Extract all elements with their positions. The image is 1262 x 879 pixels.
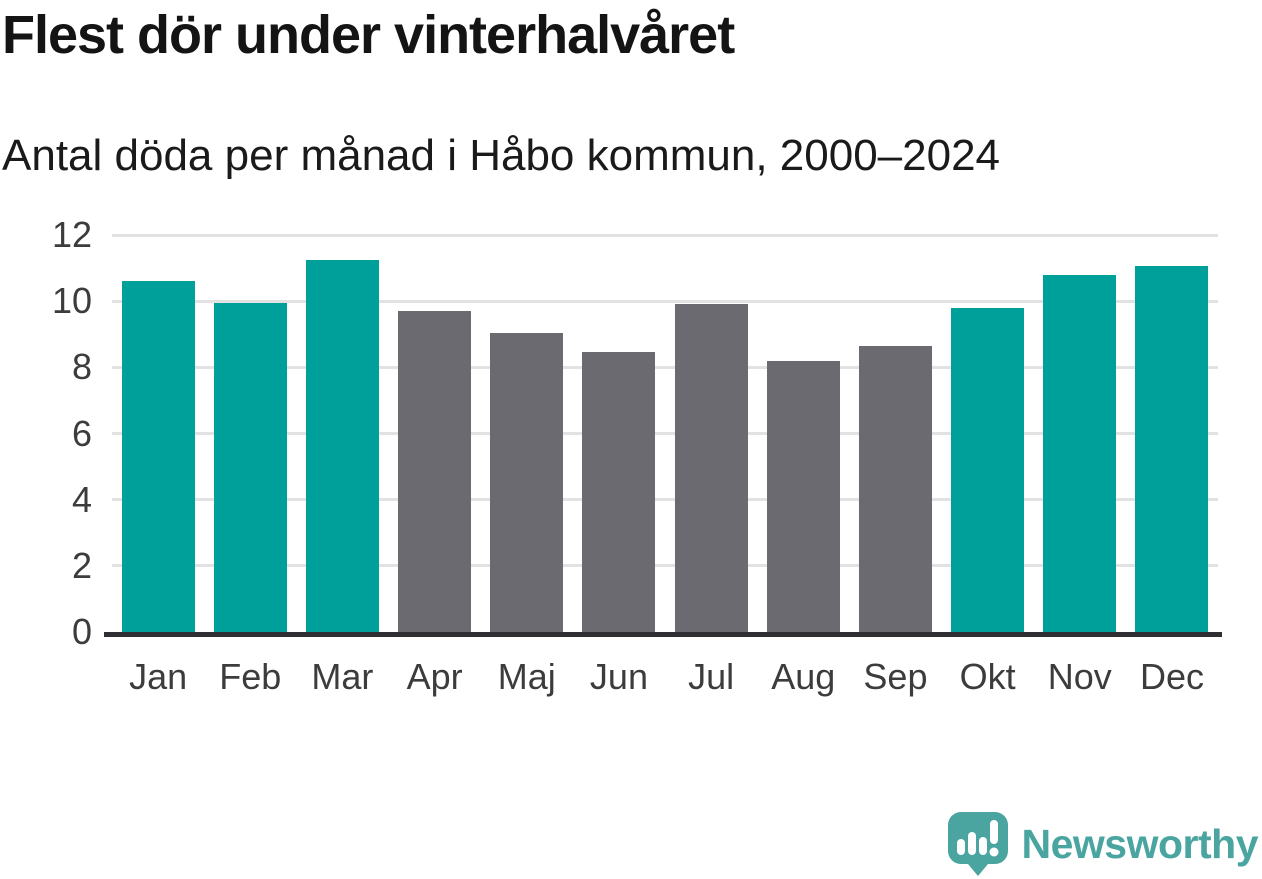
bar-band-okt	[942, 235, 1034, 632]
x-tick-label-jun: Jun	[589, 656, 648, 697]
chart-subtitle: Antal döda per månad i Håbo kommun, 2000…	[2, 131, 1001, 180]
y-tick-label-6: 6	[71, 412, 92, 454]
x-tick-label-jan: Jan	[129, 656, 188, 697]
bar-nov	[1043, 274, 1117, 632]
bar-maj	[490, 332, 564, 632]
bar-band-apr	[389, 235, 481, 632]
x-tick-label-maj: Maj	[497, 656, 556, 697]
plot-area	[104, 233, 1222, 637]
y-tick-label-0: 0	[71, 611, 92, 652]
x-axis-line	[104, 632, 1222, 637]
bar-band-feb	[204, 235, 296, 632]
newsworthy-logo: Newsworthy	[946, 811, 1259, 877]
y-axis-tick-labels: 0 2 4 6 8 10 12	[0, 217, 92, 650]
y-tick-label-10: 10	[51, 280, 92, 322]
bar-aug	[766, 360, 840, 632]
bar-band-dec	[1126, 235, 1218, 632]
gridline-4	[112, 498, 1218, 502]
y-tick-label-2: 2	[71, 544, 92, 586]
bar-sep	[858, 345, 932, 632]
x-tick-label-feb: Feb	[219, 656, 282, 697]
x-tick-label-jul: Jul	[688, 656, 735, 697]
bar-band-aug	[757, 235, 849, 632]
x-tick-label-sep: Sep	[863, 656, 928, 697]
chart-title: Flest dör under vinterhalvåret	[2, 5, 735, 65]
bar-band-sep	[849, 235, 941, 632]
bar-dec	[1135, 266, 1209, 632]
y-tick-label-8: 8	[71, 346, 92, 388]
newsworthy-speech-bubble-chart-icon	[947, 812, 1008, 876]
x-tick-label-apr: Apr	[406, 656, 463, 697]
bar-band-jun	[573, 235, 665, 632]
gridline-12	[112, 233, 1218, 237]
bar-band-nov	[1034, 235, 1126, 632]
bar-band-maj	[481, 235, 573, 632]
bar-okt	[951, 307, 1025, 632]
x-tick-label-dec: Dec	[1139, 656, 1204, 697]
x-tick-label-mar: Mar	[311, 656, 374, 697]
bar-jul	[674, 304, 748, 632]
bar-band-jan	[112, 235, 204, 632]
gridline-2	[112, 564, 1218, 568]
brand-name: Newsworthy	[1021, 820, 1259, 867]
bar-band-mar	[296, 235, 388, 632]
bar-mar	[305, 259, 379, 632]
y-tick-label-4: 4	[71, 478, 92, 520]
bar-apr	[398, 311, 472, 632]
bar-jan	[121, 281, 195, 632]
bar-band-jul	[665, 235, 757, 632]
x-tick-label-aug: Aug	[771, 656, 836, 697]
bar-feb	[213, 302, 287, 632]
x-tick-label-nov: Nov	[1047, 656, 1112, 697]
gridline-6	[112, 432, 1218, 435]
y-tick-label-12: 12	[51, 214, 92, 255]
bar-series	[112, 235, 1218, 632]
gridline-10	[112, 299, 1218, 303]
gridline-8	[112, 365, 1218, 369]
x-tick-label-okt: Okt	[959, 656, 1016, 697]
bar-jun	[582, 352, 656, 632]
x-axis-tick-labels: Jan Feb Mar Apr Maj Jun Jul Aug Sep Okt Nov Dec	[112, 656, 1218, 698]
